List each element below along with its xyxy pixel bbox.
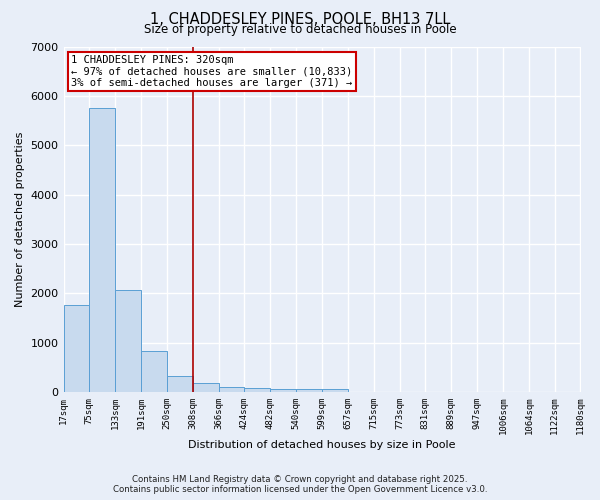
Bar — [322, 389, 348, 392]
X-axis label: Distribution of detached houses by size in Poole: Distribution of detached houses by size … — [188, 440, 456, 450]
Text: Size of property relative to detached houses in Poole: Size of property relative to detached ho… — [143, 22, 457, 36]
Bar — [244, 388, 270, 392]
Bar — [115, 290, 141, 392]
Text: 1 CHADDESLEY PINES: 320sqm
← 97% of detached houses are smaller (10,833)
3% of s: 1 CHADDESLEY PINES: 320sqm ← 97% of deta… — [71, 55, 353, 88]
Bar — [193, 384, 218, 392]
Bar — [270, 389, 296, 392]
Bar — [167, 376, 193, 392]
Bar — [89, 108, 115, 392]
Bar — [64, 305, 89, 392]
Text: 1, CHADDESLEY PINES, POOLE, BH13 7LL: 1, CHADDESLEY PINES, POOLE, BH13 7LL — [150, 12, 450, 28]
Bar — [296, 390, 322, 392]
Bar — [141, 352, 167, 392]
Y-axis label: Number of detached properties: Number of detached properties — [15, 132, 25, 307]
Text: Contains HM Land Registry data © Crown copyright and database right 2025.
Contai: Contains HM Land Registry data © Crown c… — [113, 474, 487, 494]
Bar — [218, 387, 244, 392]
